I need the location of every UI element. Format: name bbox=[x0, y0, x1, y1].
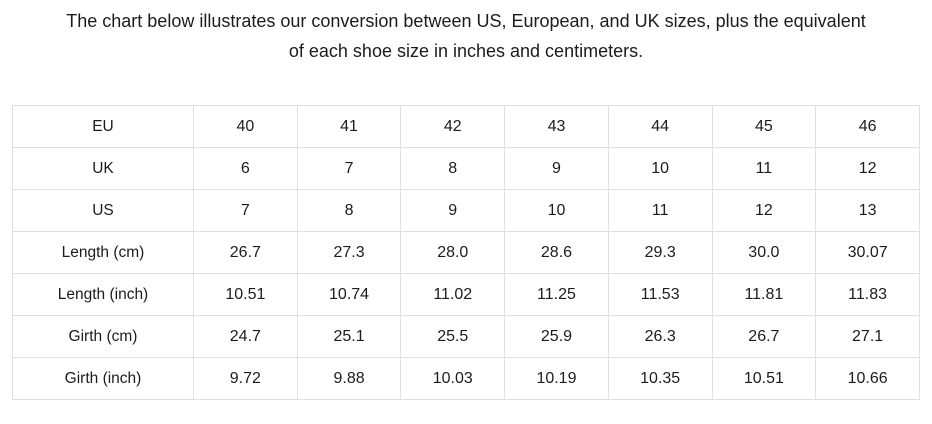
size-conversion-table: EU 40 41 42 43 44 45 46 UK 6 7 8 9 10 11 12 US 7 8 9 10 11 12 1… bbox=[12, 105, 920, 400]
table-cell: 12 bbox=[815, 147, 920, 190]
table-cell: 9 bbox=[400, 189, 506, 232]
table-cell: 10.51 bbox=[711, 357, 817, 400]
table-cell: 10 bbox=[504, 189, 609, 232]
table-cell: 41 bbox=[296, 105, 402, 148]
table-cell: 43 bbox=[504, 105, 609, 148]
size-chart-page: The chart below illustrates our conversi… bbox=[0, 0, 932, 400]
size-table-container: EU 40 41 42 43 44 45 46 UK 6 7 8 9 10 11 12 US 7 8 9 10 11 12 1… bbox=[12, 105, 920, 400]
intro-text: The chart below illustrates our conversi… bbox=[0, 0, 932, 66]
size-table-body: EU 40 41 42 43 44 45 46 UK 6 7 8 9 10 11 12 US 7 8 9 10 11 12 1… bbox=[12, 105, 920, 400]
table-cell: 11 bbox=[607, 189, 713, 232]
table-cell: 30.0 bbox=[711, 231, 817, 274]
row-label: US bbox=[12, 189, 194, 232]
row-label: Girth (inch) bbox=[12, 357, 194, 400]
table-cell: 26.3 bbox=[607, 315, 713, 358]
table-cell: 6 bbox=[193, 147, 298, 190]
intro-line-1: The chart below illustrates our conversi… bbox=[66, 11, 866, 31]
table-cell: 44 bbox=[607, 105, 713, 148]
row-label: Girth (cm) bbox=[12, 315, 194, 358]
row-label: UK bbox=[12, 147, 194, 190]
table-cell: 10.74 bbox=[296, 273, 402, 316]
row-label: EU bbox=[12, 105, 194, 148]
table-cell: 11.83 bbox=[815, 273, 920, 316]
table-cell: 10.51 bbox=[193, 273, 298, 316]
table-cell: 25.5 bbox=[400, 315, 506, 358]
table-cell: 9 bbox=[504, 147, 609, 190]
table-cell: 10 bbox=[607, 147, 713, 190]
table-cell: 10.66 bbox=[815, 357, 920, 400]
table-cell: 8 bbox=[400, 147, 506, 190]
table-cell: 29.3 bbox=[607, 231, 713, 274]
table-cell: 26.7 bbox=[193, 231, 298, 274]
table-cell: 11.81 bbox=[711, 273, 817, 316]
table-row: Girth (inch) 9.72 9.88 10.03 10.19 10.35 10.51… bbox=[12, 357, 920, 400]
table-cell: 25.1 bbox=[296, 315, 402, 358]
table-cell: 8 bbox=[296, 189, 402, 232]
table-cell: 13 bbox=[815, 189, 920, 232]
table-row: Length (cm) 26.7 27.3 28.0 28.6 29.3 30.0 30.07 bbox=[12, 231, 920, 274]
table-cell: 11.02 bbox=[400, 273, 506, 316]
table-cell: 9.72 bbox=[193, 357, 298, 400]
table-row: UK 6 7 8 9 10 11 12 bbox=[12, 147, 920, 190]
table-cell: 25.9 bbox=[504, 315, 609, 358]
table-cell: 28.0 bbox=[400, 231, 506, 274]
table-cell: 7 bbox=[193, 189, 298, 232]
table-cell: 9.88 bbox=[296, 357, 402, 400]
table-cell: 40 bbox=[193, 105, 298, 148]
table-cell: 45 bbox=[711, 105, 817, 148]
row-label: Length (cm) bbox=[12, 231, 194, 274]
table-cell: 12 bbox=[711, 189, 817, 232]
table-row: Girth (cm) 24.7 25.1 25.5 25.9 26.3 26.7 27.1 bbox=[12, 315, 920, 358]
table-cell: 11 bbox=[711, 147, 817, 190]
table-cell: 28.6 bbox=[504, 231, 609, 274]
table-cell: 42 bbox=[400, 105, 506, 148]
table-cell: 24.7 bbox=[193, 315, 298, 358]
table-cell: 7 bbox=[296, 147, 402, 190]
table-row: US 7 8 9 10 11 12 13 bbox=[12, 189, 920, 232]
table-cell: 27.3 bbox=[296, 231, 402, 274]
intro-line-2: of each shoe size in inches and centimet… bbox=[288, 41, 644, 61]
table-row: Length (inch) 10.51 10.74 11.02 11.25 11.53 11… bbox=[12, 273, 920, 316]
table-cell: 10.03 bbox=[400, 357, 506, 400]
table-cell: 46 bbox=[815, 105, 920, 148]
table-row: EU 40 41 42 43 44 45 46 bbox=[12, 105, 920, 148]
table-cell: 27.1 bbox=[815, 315, 920, 358]
row-label: Length (inch) bbox=[12, 273, 194, 316]
table-cell: 11.25 bbox=[504, 273, 609, 316]
table-cell: 10.35 bbox=[607, 357, 713, 400]
table-cell: 10.19 bbox=[504, 357, 609, 400]
table-cell: 26.7 bbox=[711, 315, 817, 358]
table-cell: 30.07 bbox=[815, 231, 920, 274]
table-cell: 11.53 bbox=[607, 273, 713, 316]
